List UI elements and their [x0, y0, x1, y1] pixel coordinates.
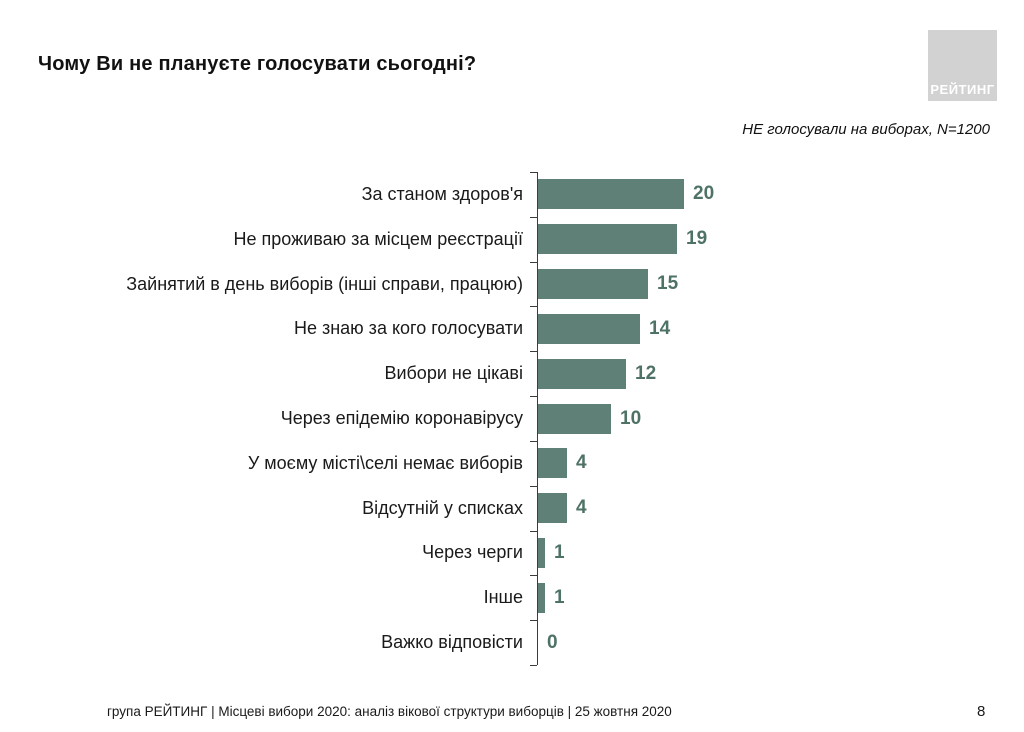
axis-tick [530, 306, 537, 307]
bar-value-label: 12 [635, 363, 657, 384]
bar-value-label: 1 [554, 587, 565, 608]
axis-tick [530, 486, 537, 487]
axis-tick [530, 665, 537, 666]
axis-tick [530, 217, 537, 218]
axis-tick [530, 172, 537, 173]
category-label: Вибори не цікаві [384, 363, 523, 383]
bar-value-label: 1 [554, 542, 565, 563]
bar [538, 224, 677, 254]
axis-tick [530, 396, 537, 397]
category-label: Інше [483, 587, 523, 607]
footer-source: група РЕЙТИНГ | Місцеві вибори 2020: ана… [107, 704, 672, 719]
bar [538, 493, 567, 523]
bar [538, 404, 611, 434]
bar-value-label: 20 [693, 183, 715, 204]
logo-text: РЕЙТИНГ [930, 82, 995, 97]
bar-value-label: 14 [649, 318, 671, 339]
page-number: 8 [977, 703, 986, 720]
category-axis-line [537, 172, 538, 665]
page-title: Чому Ви не плануєте голосувати сьогодні? [38, 53, 477, 75]
bar-value-label: 4 [576, 497, 587, 518]
sample-note: НЕ голосували на виборах, N=1200 [742, 121, 990, 138]
axis-tick [530, 531, 537, 532]
category-label: Не проживаю за місцем реєстрації [233, 229, 523, 249]
category-label: Не знаю за кого голосувати [293, 318, 523, 338]
bar-value-label: 4 [576, 452, 587, 473]
bar-value-label: 0 [547, 632, 558, 653]
bar [538, 538, 545, 568]
category-label: За станом здоров'я [361, 184, 523, 204]
category-label: Важко відповісти [381, 632, 523, 652]
axis-tick [530, 441, 537, 442]
rating-group-logo: РЕЙТИНГ [928, 30, 997, 101]
bar [538, 314, 640, 344]
bar [538, 269, 648, 299]
bar-value-label: 15 [657, 273, 679, 294]
bar [538, 448, 567, 478]
bar-value-label: 19 [686, 228, 708, 249]
bar [538, 359, 626, 389]
category-label: У моєму місті\селі немає виборів [247, 453, 523, 473]
category-label: Через черги [422, 542, 523, 562]
axis-tick [530, 575, 537, 576]
axis-tick [530, 351, 537, 352]
bar-value-label: 10 [620, 408, 642, 429]
bar [538, 583, 545, 613]
axis-tick [530, 620, 537, 621]
category-label: Зайнятий в день виборів (інші справи, пр… [126, 274, 523, 294]
category-label: Відсутній у списках [362, 498, 523, 518]
bar [538, 179, 684, 209]
axis-tick [530, 262, 537, 263]
category-label: Через епідемію коронавірусу [280, 408, 523, 428]
